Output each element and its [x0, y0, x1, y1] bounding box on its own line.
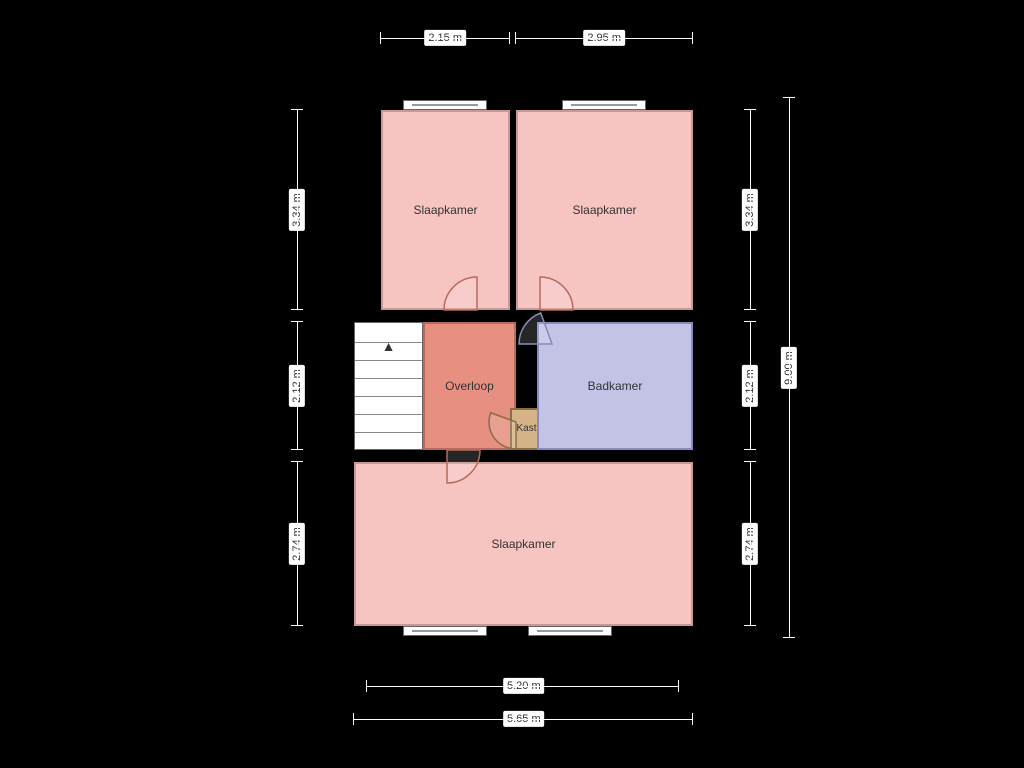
- room-label-bedroom_tl: Slaapkamer: [413, 203, 477, 217]
- stair-arrow-icon: ▲: [382, 338, 396, 354]
- door-0: [442, 275, 512, 345]
- door-2: [517, 309, 587, 379]
- door-4: [487, 393, 545, 451]
- room-bedroom_b: Slaapkamer: [354, 462, 693, 626]
- door-3: [412, 415, 482, 485]
- floorplan-stage: SlaapkamerSlaapkamerOverloopKastBadkamer…: [0, 0, 1024, 768]
- window-1: [562, 100, 646, 110]
- window-2: [403, 626, 487, 636]
- room-label-bedroom_b: Slaapkamer: [491, 537, 555, 551]
- window-3: [528, 626, 612, 636]
- window-0: [403, 100, 487, 110]
- room-label-bathroom: Badkamer: [588, 379, 643, 393]
- room-label-landing: Overloop: [445, 379, 494, 393]
- room-label-bedroom_tr: Slaapkamer: [572, 203, 636, 217]
